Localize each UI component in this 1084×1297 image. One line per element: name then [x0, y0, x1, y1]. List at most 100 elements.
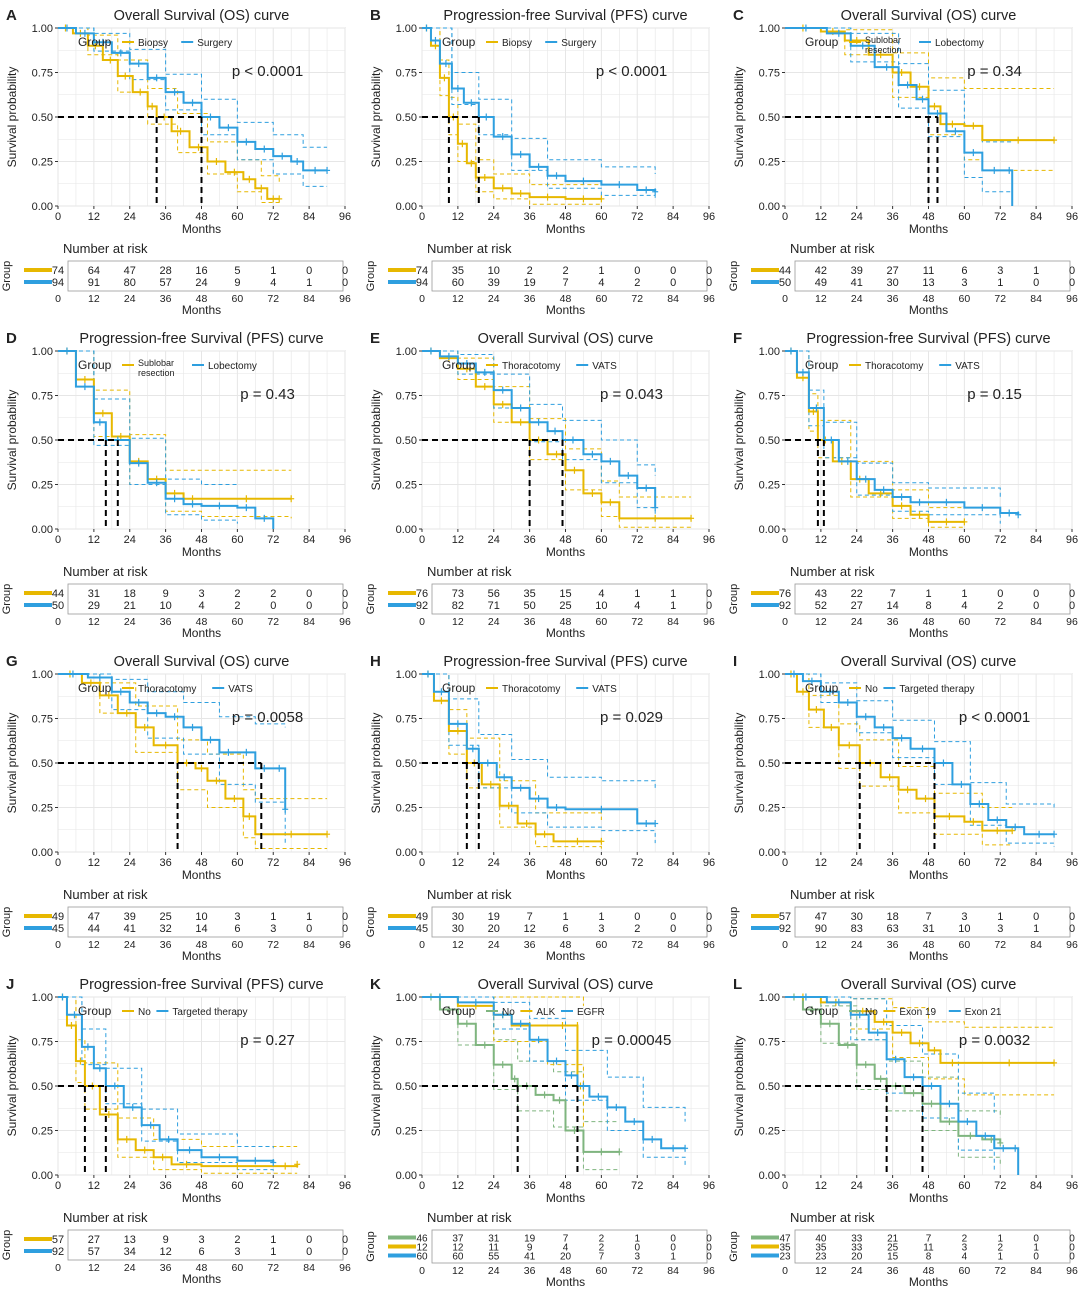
- x-tick-label: 96: [1066, 857, 1078, 869]
- ci-upper-line: [785, 673, 1055, 808]
- y-tick-label: 0.25: [32, 157, 53, 169]
- risk-x-tick-label: 60: [596, 939, 608, 951]
- risk-value: 0: [1069, 265, 1075, 277]
- y-tick-label: 0.50: [32, 758, 53, 770]
- panel-f: F Progression-free Survival (PFS) curve 0.…: [728, 330, 1078, 640]
- risk-value: 27: [887, 265, 899, 277]
- risk-value: 1: [270, 265, 276, 277]
- risk-x-tick-label: 36: [887, 293, 899, 305]
- risk-value: 0: [706, 923, 712, 935]
- risk-value: 0: [670, 923, 676, 935]
- y-axis-label: Survival probability: [5, 713, 19, 814]
- x-tick-label: 84: [667, 534, 679, 546]
- risk-value: 0: [342, 600, 348, 612]
- panel-l: L Overall Survival (OS) curve 0.00 0.25 0.50…: [728, 976, 1078, 1289]
- legend-label: ALK: [536, 1007, 555, 1018]
- p-value: p = 0.0058: [232, 709, 303, 726]
- risk-group-label: Group: [1, 907, 13, 938]
- risk-value: 41: [851, 277, 863, 289]
- risk-value: 31: [88, 588, 100, 600]
- legend-label: No: [865, 1007, 878, 1018]
- risk-value: 18: [887, 911, 899, 923]
- legend-label: VATS: [592, 684, 617, 695]
- risk-value: 32: [160, 923, 172, 935]
- x-tick-label: 12: [88, 1180, 100, 1192]
- plot-title: Overall Survival (OS) curve: [114, 654, 290, 670]
- y-tick-label: 0.75: [759, 68, 780, 80]
- x-tick-label: 0: [419, 211, 425, 223]
- ci-upper-line: [422, 350, 692, 498]
- y-axis-label: Survival probability: [5, 390, 19, 491]
- risk-value: 0: [1033, 1252, 1039, 1263]
- risk-x-tick-label: 72: [631, 1265, 643, 1277]
- y-axis-label: Survival probability: [732, 67, 746, 168]
- y-axis-label: Survival probability: [369, 1036, 383, 1137]
- risk-value: 0: [306, 923, 312, 935]
- x-tick-label: 60: [231, 857, 243, 869]
- y-tick-label: 0.50: [759, 435, 780, 447]
- y-tick-label: 0.25: [32, 803, 53, 815]
- p-value: p = 0.029: [600, 709, 663, 726]
- y-tick-label: 0.25: [396, 803, 417, 815]
- x-tick-label: 36: [887, 857, 899, 869]
- ci-upper-line: [422, 996, 584, 1006]
- legend-label: No: [865, 684, 878, 695]
- risk-value: 4: [598, 277, 604, 289]
- legend-label: VATS: [228, 684, 253, 695]
- risk-value: 0: [342, 923, 348, 935]
- legend-label: Sublobar: [138, 358, 174, 368]
- x-tick-label: 0: [55, 211, 61, 223]
- risk-x-tick-label: 60: [959, 939, 971, 951]
- x-tick-label: 0: [419, 857, 425, 869]
- ci-upper-line: [422, 27, 656, 174]
- x-axis-label: Months: [909, 1191, 948, 1205]
- y-tick-label: 0.75: [396, 1037, 417, 1049]
- risk-value: 25: [559, 600, 571, 612]
- x-tick-label: 24: [851, 534, 863, 546]
- risk-value: 1: [961, 588, 967, 600]
- y-tick-label: 0.00: [32, 1170, 53, 1182]
- risk-value: 24: [195, 277, 207, 289]
- risk-x-tick-label: 96: [703, 939, 715, 951]
- risk-x-tick-label: 84: [303, 616, 315, 628]
- risk-value: 15: [559, 588, 571, 600]
- risk-value: 11: [923, 265, 934, 277]
- risk-x-tick-label: 48: [560, 616, 572, 628]
- risk-value: 0: [706, 1243, 712, 1254]
- x-tick-label: 96: [339, 211, 351, 223]
- risk-value: 8: [926, 1252, 932, 1263]
- panel-k: K Overall Survival (OS) curve 0.00 0.25 0.50…: [365, 976, 715, 1289]
- panel-h: H Progression-free Survival (PFS) curve 0.…: [365, 653, 715, 963]
- risk-value: 2: [997, 600, 1003, 612]
- risk-x-tick-label: 48: [923, 293, 935, 305]
- risk-value: 1: [925, 588, 931, 600]
- risk-value: 0: [1033, 911, 1039, 923]
- ci-upper-line: [58, 673, 328, 800]
- x-tick-label: 24: [488, 1180, 500, 1192]
- risk-table-title: Number at risk: [427, 887, 512, 902]
- risk-x-tick-label: 36: [524, 616, 536, 628]
- y-tick-label: 0.00: [32, 201, 53, 213]
- risk-x-tick-label: 24: [851, 293, 863, 305]
- risk-x-tick-label: 96: [339, 939, 351, 951]
- x-tick-label: 48: [922, 1180, 934, 1192]
- risk-group-label: Group: [728, 584, 740, 615]
- risk-value: 0: [342, 588, 348, 600]
- p-value: p < 0.0001: [596, 63, 667, 80]
- x-tick-label: 96: [1066, 1180, 1078, 1192]
- risk-x-tick-label: 36: [887, 939, 899, 951]
- risk-x-tick-label: 96: [1066, 293, 1078, 305]
- risk-value: 74: [416, 265, 428, 277]
- risk-value: 23: [815, 1252, 827, 1263]
- risk-x-tick-label: 12: [815, 616, 827, 628]
- x-axis-label: Months: [546, 868, 585, 882]
- risk-x-tick-label: 24: [851, 1265, 863, 1277]
- risk-value: 2: [270, 588, 276, 600]
- x-tick-label: 84: [303, 534, 315, 546]
- risk-value: 0: [1069, 911, 1075, 923]
- risk-value: 0: [634, 265, 640, 277]
- ci-lower-line: [422, 673, 656, 844]
- x-tick-label: 72: [631, 857, 643, 869]
- risk-value: 3: [198, 1234, 204, 1246]
- risk-value: 19: [524, 277, 536, 289]
